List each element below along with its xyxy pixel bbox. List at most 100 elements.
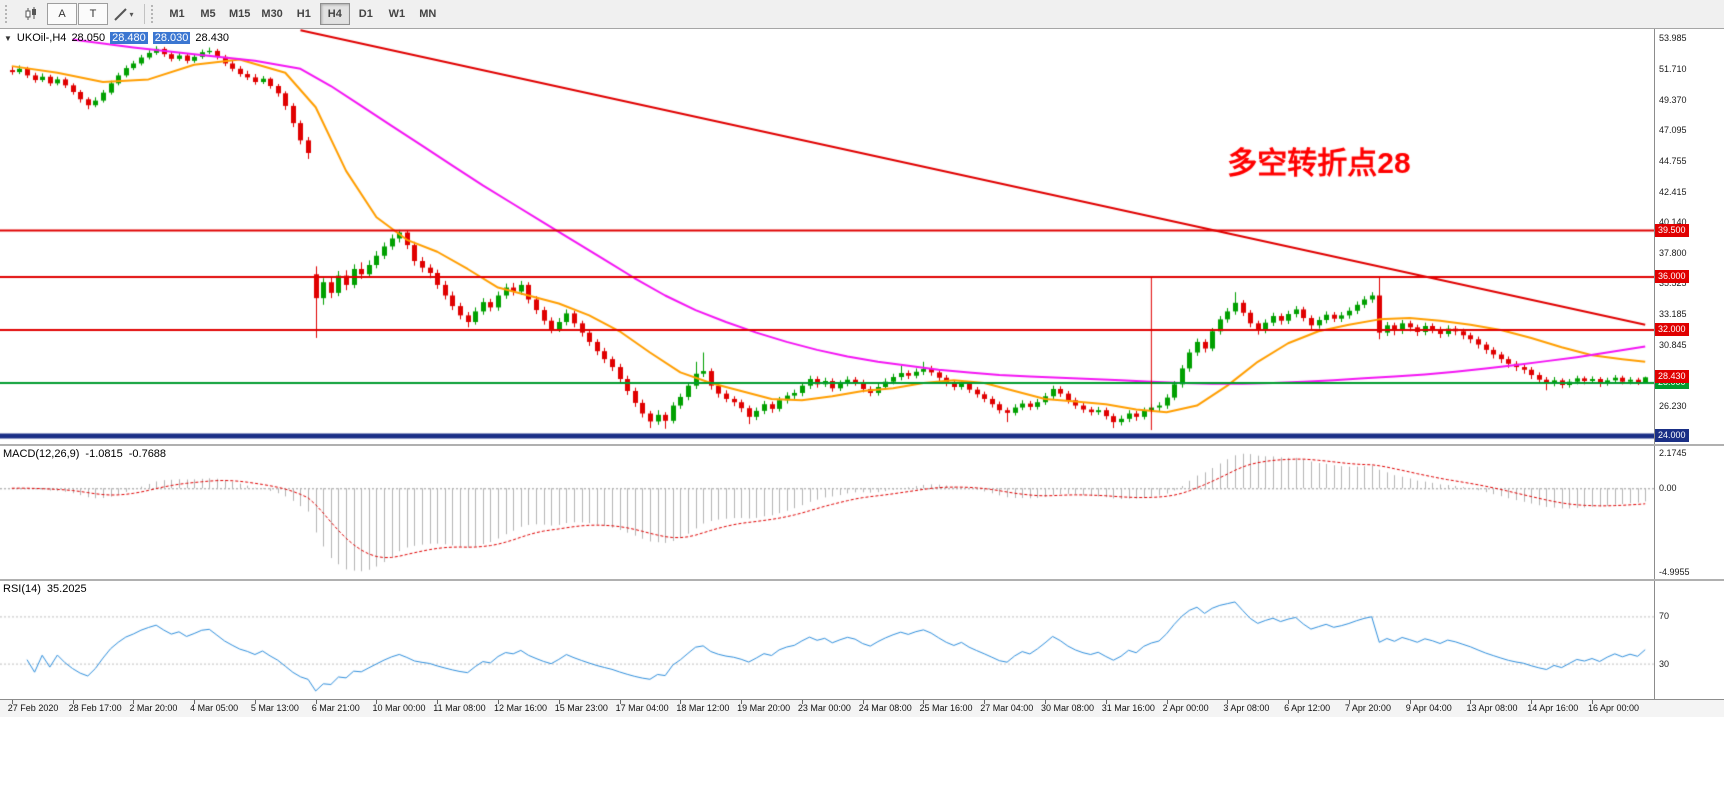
price-tick-label: 26.230 bbox=[1659, 401, 1687, 412]
price-chart-canvas[interactable] bbox=[0, 29, 1655, 444]
ohlc-open: 28.050 bbox=[71, 32, 106, 44]
time-tick bbox=[1227, 700, 1228, 704]
panel-splitter[interactable] bbox=[0, 444, 1724, 446]
price-tick-label: 47.095 bbox=[1659, 124, 1687, 135]
macd-signal-value: -0.7688 bbox=[128, 448, 167, 460]
candlestick-chart-icon[interactable] bbox=[16, 3, 46, 25]
time-tick bbox=[1592, 700, 1593, 704]
trendline-icon bbox=[114, 7, 128, 21]
chart-shift-marker-icon: ▼ bbox=[4, 33, 12, 43]
ohlc-close: 28.430 bbox=[195, 32, 230, 44]
timeframe-mn[interactable]: MN bbox=[419, 8, 437, 20]
rsi-canvas[interactable] bbox=[0, 581, 1655, 699]
time-axis-label: 17 Mar 04:00 bbox=[615, 703, 669, 713]
timeframe-m30[interactable]: M30 bbox=[261, 8, 283, 20]
time-tick bbox=[741, 700, 742, 704]
time-tick bbox=[1106, 700, 1107, 704]
price-line-badge: 32.000 bbox=[1655, 322, 1689, 336]
time-tick bbox=[1288, 700, 1289, 704]
time-axis-label: 11 Mar 08:00 bbox=[433, 703, 486, 713]
macd-header: MACD(12,26,9) -1.0815 -0.7688 bbox=[3, 448, 166, 460]
timeframe-d1[interactable]: D1 bbox=[358, 8, 373, 20]
timeframe-m15[interactable]: M15 bbox=[229, 8, 251, 20]
time-axis-label: 6 Apr 12:00 bbox=[1284, 703, 1331, 713]
time-tick bbox=[680, 700, 681, 704]
symbol-period-label: UKOil-,H4 bbox=[16, 32, 67, 44]
timeframe-m1[interactable]: M1 bbox=[169, 8, 185, 20]
price-tick-label: 44.755 bbox=[1659, 155, 1687, 166]
timeframe-m5[interactable]: M5 bbox=[200, 8, 216, 20]
toolbar-grip[interactable] bbox=[5, 5, 11, 23]
time-tick bbox=[559, 700, 560, 704]
macd-panel: MACD(12,26,9) -1.0815 -0.7688 2.1745 0.00… bbox=[0, 446, 1724, 579]
time-axis-label: 23 Mar 00:00 bbox=[797, 703, 851, 713]
time-axis-label: 15 Mar 23:00 bbox=[554, 703, 608, 713]
toolbar-separator bbox=[144, 4, 145, 24]
arrow-tool-button[interactable]: A bbox=[47, 3, 77, 25]
rsi-header: RSI(14) 35.2025 bbox=[3, 583, 87, 595]
macd-axis[interactable]: 2.1745 0.00 -4.9955 bbox=[1654, 446, 1724, 579]
rsi-level-label: 70 bbox=[1659, 611, 1670, 622]
macd-scale-top: 2.1745 bbox=[1659, 448, 1687, 458]
time-axis-label: 2 Mar 20:00 bbox=[129, 703, 178, 713]
time-axis-label: 10 Mar 00:00 bbox=[372, 703, 426, 713]
time-axis-label: 4 Mar 05:00 bbox=[190, 703, 239, 713]
macd-scale-zero: 0.00 bbox=[1659, 483, 1677, 494]
time-axis-label: 19 Mar 20:00 bbox=[737, 703, 791, 713]
panel-splitter[interactable] bbox=[0, 579, 1724, 581]
time-tick bbox=[923, 700, 924, 704]
price-tick-label: 33.185 bbox=[1659, 309, 1687, 320]
macd-main-value: -1.0815 bbox=[85, 448, 123, 460]
time-axis-label: 18 Mar 12:00 bbox=[676, 703, 730, 713]
time-axis-label: 12 Mar 16:00 bbox=[494, 703, 548, 713]
price-tick-label: 53.985 bbox=[1659, 33, 1687, 44]
time-axis-label: 27 Mar 04:00 bbox=[980, 703, 1034, 713]
time-tick bbox=[498, 700, 499, 704]
candlestick-icon bbox=[25, 7, 36, 20]
price-tick-label: 40.140 bbox=[1659, 217, 1687, 228]
toolbar: A T ▾ M1 M5 M15 M30 H1 H4 D1 W1 MN bbox=[0, 0, 1724, 29]
time-tick bbox=[1410, 700, 1411, 704]
time-axis-label: 25 Mar 16:00 bbox=[919, 703, 973, 713]
time-tick bbox=[12, 700, 13, 704]
draw-tools-button[interactable]: ▾ bbox=[109, 3, 139, 25]
time-tick bbox=[1045, 700, 1046, 704]
time-axis-label: 13 Apr 08:00 bbox=[1466, 703, 1518, 713]
time-tick bbox=[620, 700, 621, 704]
timeframe-w1[interactable]: W1 bbox=[388, 8, 406, 20]
price-line-badge: 39.500 bbox=[1655, 223, 1689, 237]
bottom-empty-area bbox=[0, 717, 1724, 793]
time-axis-label: 3 Apr 08:00 bbox=[1223, 703, 1270, 713]
macd-canvas[interactable] bbox=[0, 446, 1655, 579]
time-axis[interactable]: 27 Feb 2020 28 Feb 17:00 2 Mar 20:00 4 Mar … bbox=[0, 699, 1724, 717]
macd-scale-bottom: -4.9955 bbox=[1659, 567, 1690, 577]
time-axis-label: 30 Mar 08:00 bbox=[1041, 703, 1095, 713]
chart-title: ▼ UKOil-,H4 28.050 28.480 28.030 28.430 bbox=[4, 32, 229, 44]
price-axis[interactable]: 53.985 51.710 49.370 47.095 44.755 42.415 40.1… bbox=[1654, 29, 1724, 444]
timeframe-h4[interactable]: H4 bbox=[319, 3, 350, 25]
rsi-axis[interactable]: 70 30 bbox=[1654, 581, 1724, 699]
time-tick bbox=[984, 700, 985, 704]
rsi-label: RSI(14) bbox=[3, 583, 41, 595]
rsi-panel: RSI(14) 35.2025 70 30 bbox=[0, 581, 1724, 699]
time-axis-label: 5 Mar 13:00 bbox=[250, 703, 299, 713]
timeframe-toolbar-grip[interactable] bbox=[151, 5, 157, 23]
ohlc-low: 28.030 bbox=[152, 32, 191, 44]
time-tick bbox=[863, 700, 864, 704]
time-tick bbox=[1349, 700, 1350, 704]
text-tool-button[interactable]: T bbox=[78, 3, 108, 25]
price-tick-label: 51.710 bbox=[1659, 63, 1687, 74]
time-axis-label: 28 Feb 17:00 bbox=[68, 703, 122, 713]
time-axis-label: 24 Mar 08:00 bbox=[858, 703, 912, 713]
timeframe-h1[interactable]: H1 bbox=[296, 8, 311, 20]
price-tick-label: 30.845 bbox=[1659, 340, 1687, 351]
price-tick-label: 42.415 bbox=[1659, 186, 1687, 197]
time-axis-label: 7 Apr 20:00 bbox=[1344, 703, 1391, 713]
time-axis-label: 16 Apr 00:00 bbox=[1588, 703, 1640, 713]
price-line-badge: 36.000 bbox=[1655, 269, 1689, 283]
time-tick bbox=[376, 700, 377, 704]
time-tick bbox=[1470, 700, 1471, 704]
macd-label: MACD(12,26,9) bbox=[3, 448, 80, 460]
time-tick bbox=[1531, 700, 1532, 704]
